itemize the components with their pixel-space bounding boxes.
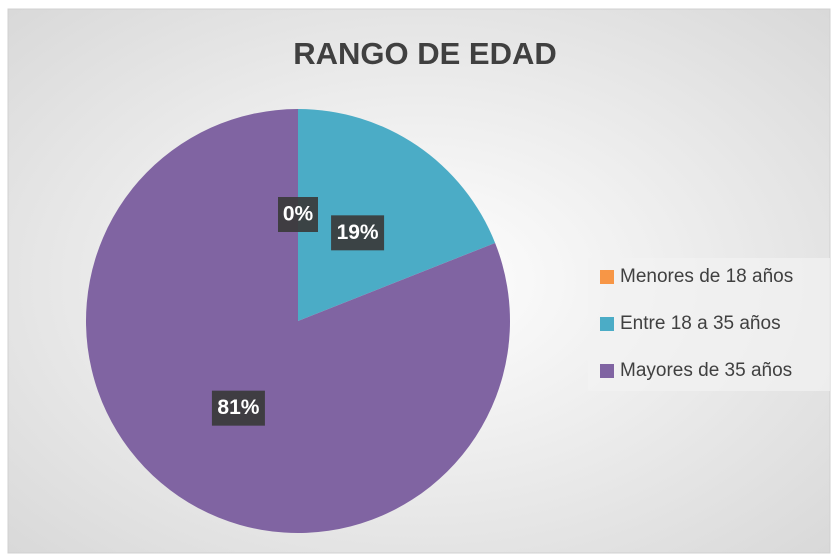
data-label-box [278,197,318,232]
legend-swatch [600,317,614,331]
legend-label: Mayores de 35 años [620,360,792,381]
pie-slice [298,109,496,321]
legend-label: Menores de 18 años [620,266,793,287]
legend-label: Entre 18 a 35 años [620,313,781,334]
legend-box [588,258,830,391]
chart-title: RANGO DE EDAD [293,36,557,71]
legend-swatch [600,270,614,284]
pie-slice [86,109,510,534]
data-label: 19% [337,221,379,244]
data-label-box [211,390,265,426]
legend-swatch [600,364,614,378]
data-label: 0% [283,203,314,226]
data-label-box [331,215,385,251]
data-label: 81% [217,396,259,419]
